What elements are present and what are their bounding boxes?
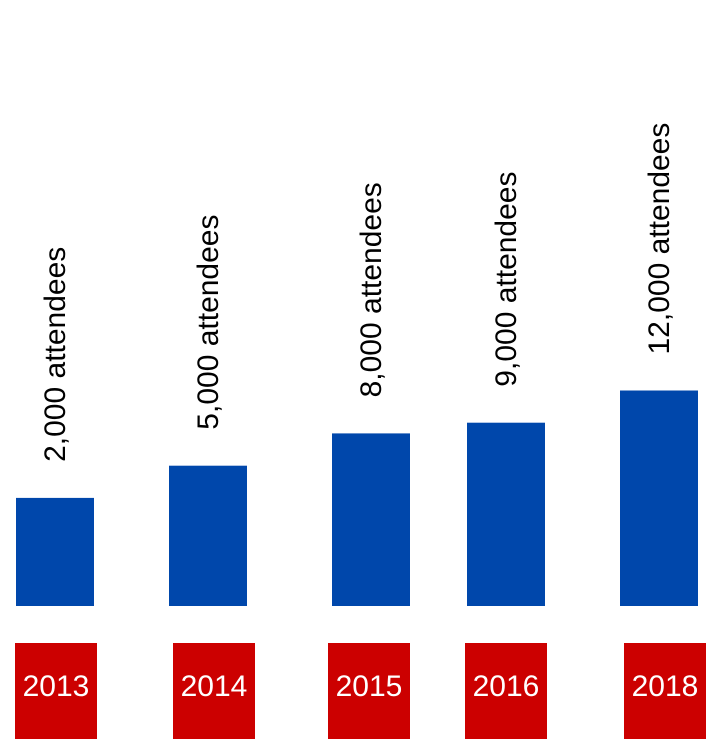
category-label-2018: 2018 [632,670,699,703]
bar-series [16,390,698,606]
bar-2014 [169,465,247,606]
category-box-2013 [15,643,97,739]
category-label-2014: 2014 [181,670,248,703]
bar-2016 [467,422,545,606]
bar-2015 [332,433,410,606]
category-box-2015 [328,643,410,739]
bar-2013 [16,497,94,606]
data-labels: 2,000 attendees 5,000 attendees 8,000 atte… [39,123,676,462]
bar-2018 [620,390,698,606]
category-label-2013: 2013 [23,670,90,703]
data-label-2014: 5,000 attendees [192,215,225,430]
category-box-2018 [624,643,706,739]
category-label-2016: 2016 [473,670,540,703]
data-label-2018: 12,000 attendees [643,123,676,355]
category-axis: 2013 2014 2015 2016 2018 [15,643,706,739]
category-box-2016 [465,643,547,739]
data-label-2013: 2,000 attendees [39,247,72,462]
category-label-2015: 2015 [336,670,403,703]
data-label-2016: 9,000 attendees [490,172,523,387]
data-label-2015: 8,000 attendees [355,182,388,397]
category-box-2014 [173,643,255,739]
